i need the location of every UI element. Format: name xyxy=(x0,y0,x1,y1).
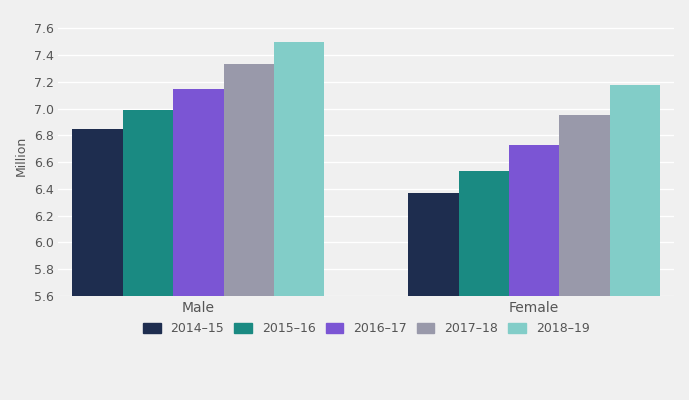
Bar xyxy=(173,88,223,400)
Bar xyxy=(123,110,173,400)
Bar xyxy=(610,84,660,400)
Bar xyxy=(72,129,123,400)
Bar xyxy=(509,145,559,400)
Bar xyxy=(274,42,325,400)
Legend: 2014–15, 2015–16, 2016–17, 2017–18, 2018–19: 2014–15, 2015–16, 2016–17, 2017–18, 2018… xyxy=(138,317,595,340)
Y-axis label: Million: Million xyxy=(15,135,28,176)
Bar xyxy=(408,193,459,400)
Bar xyxy=(559,115,610,400)
Bar xyxy=(223,64,274,400)
Bar xyxy=(459,172,509,400)
